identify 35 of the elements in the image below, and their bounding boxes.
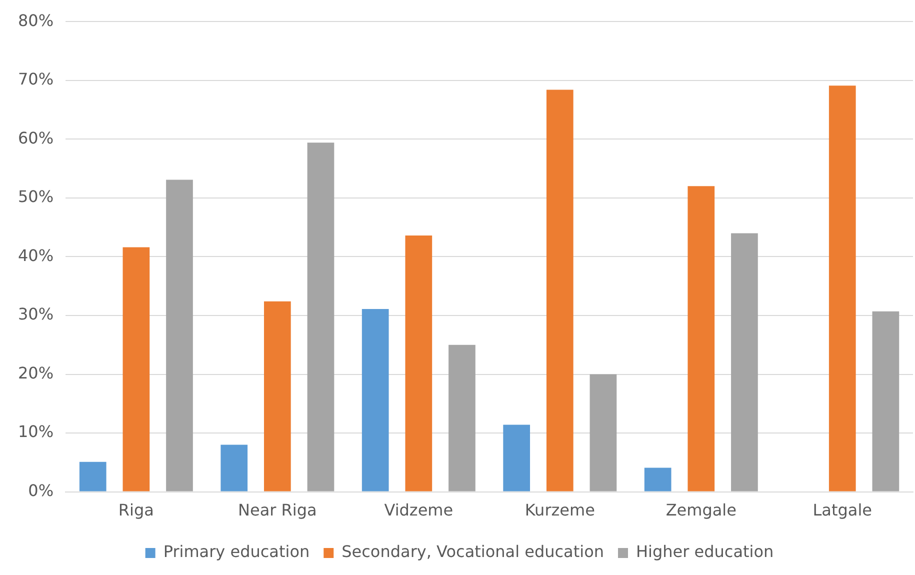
legend-label: Higher education xyxy=(636,542,774,562)
bar xyxy=(122,247,150,492)
bar xyxy=(590,374,617,492)
y-tick-label: 10% xyxy=(18,422,54,442)
bar xyxy=(362,309,389,492)
bar xyxy=(503,424,530,492)
bar xyxy=(264,301,291,492)
bar xyxy=(405,236,432,492)
x-tick-label: Kurzeme xyxy=(524,500,595,520)
bar xyxy=(220,444,248,492)
x-tick-label: Vidzeme xyxy=(384,500,454,520)
bar xyxy=(644,468,672,492)
bar xyxy=(546,90,574,492)
x-tick-label: Riga xyxy=(118,500,154,520)
y-tick-label: 20% xyxy=(18,363,54,382)
y-tick-label: 60% xyxy=(18,128,54,148)
y-tick-label: 40% xyxy=(18,246,54,265)
x-tick-label: Latgale xyxy=(812,500,872,520)
bar xyxy=(448,344,476,492)
bar xyxy=(731,233,758,492)
y-tick-label: 80% xyxy=(18,10,54,30)
bar xyxy=(79,462,106,492)
y-tick-label: 0% xyxy=(28,480,54,500)
bar xyxy=(828,86,856,492)
bar xyxy=(688,186,715,492)
y-tick-label: 30% xyxy=(18,304,54,324)
bar xyxy=(307,142,334,492)
bar xyxy=(872,311,900,492)
legend-label: Secondary, Vocational education xyxy=(342,542,604,562)
bar xyxy=(166,180,193,492)
legend-label: Primary education xyxy=(163,542,310,562)
x-tick-label: Zemgale xyxy=(666,500,736,520)
y-tick-label: 50% xyxy=(18,187,54,206)
y-tick-label: 70% xyxy=(18,70,54,89)
x-tick-label: Near Riga xyxy=(238,500,317,520)
